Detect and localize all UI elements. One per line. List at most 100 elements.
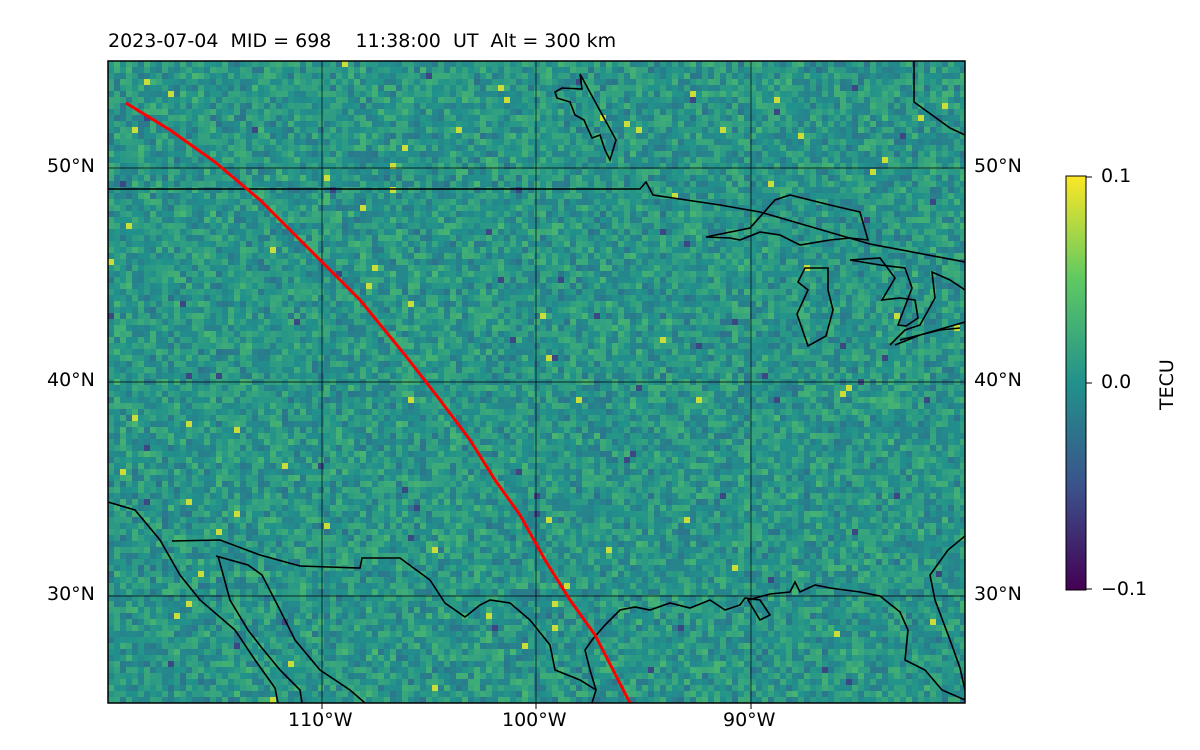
tec-pixel bbox=[624, 103, 630, 109]
tec-pixel bbox=[138, 193, 144, 199]
tec-pixel bbox=[396, 247, 402, 253]
tec-pixel bbox=[798, 67, 804, 73]
tec-pixel bbox=[114, 103, 120, 109]
tec-pixel bbox=[930, 187, 936, 193]
tec-pixel bbox=[654, 241, 660, 247]
tec-pixel bbox=[300, 133, 306, 139]
tec-pixel bbox=[900, 211, 906, 217]
tec-pixel bbox=[180, 145, 186, 151]
tec-pixel bbox=[258, 253, 264, 259]
tec-pixel bbox=[738, 103, 744, 109]
tec-pixel bbox=[594, 121, 600, 127]
tec-pixel bbox=[258, 67, 264, 73]
tec-pixel bbox=[474, 121, 480, 127]
tec-pixel bbox=[408, 247, 414, 253]
tec-pixel bbox=[150, 175, 156, 181]
tec-pixel bbox=[882, 181, 888, 187]
tec-pixel bbox=[444, 247, 450, 253]
tec-pixel bbox=[918, 145, 924, 151]
tec-pixel bbox=[252, 265, 258, 271]
tec-pixel bbox=[846, 181, 852, 187]
tec-pixel bbox=[324, 79, 330, 85]
tec-pixel bbox=[258, 115, 264, 121]
tec-pixel bbox=[654, 205, 660, 211]
tec-pixel bbox=[330, 139, 336, 145]
tec-pixel bbox=[768, 103, 774, 109]
tec-pixel bbox=[738, 175, 744, 181]
tec-pixel bbox=[468, 85, 474, 91]
tec-pixel bbox=[588, 229, 594, 235]
tec-pixel bbox=[384, 133, 390, 139]
tec-pixel bbox=[930, 85, 936, 91]
tec-pixel bbox=[918, 139, 924, 145]
tec-pixel bbox=[210, 133, 216, 139]
tec-pixel bbox=[132, 163, 138, 169]
tec-pixel bbox=[570, 187, 576, 193]
tec-pixel bbox=[468, 157, 474, 163]
tec-pixel bbox=[384, 91, 390, 97]
tec-pixel bbox=[480, 133, 486, 139]
tec-pixel bbox=[624, 223, 630, 229]
tec-pixel bbox=[576, 73, 582, 79]
tec-pixel bbox=[648, 229, 654, 235]
tec-pixel bbox=[348, 205, 354, 211]
tec-pixel bbox=[498, 181, 504, 187]
tec-pixel bbox=[474, 199, 480, 205]
tec-pixel bbox=[672, 235, 678, 241]
tec-pixel bbox=[486, 151, 492, 157]
tec-pixel bbox=[834, 235, 840, 241]
tec-pixel bbox=[642, 253, 648, 259]
tec-pixel bbox=[732, 121, 738, 127]
tec-pixel bbox=[162, 229, 168, 235]
tec-pixel bbox=[396, 175, 402, 181]
tec-pixel bbox=[258, 265, 264, 271]
tec-pixel bbox=[816, 253, 822, 259]
tec-pixel bbox=[810, 175, 816, 181]
tec-pixel bbox=[288, 253, 294, 259]
tec-pixel bbox=[702, 109, 708, 115]
tec-pixel bbox=[402, 109, 408, 115]
tec-pixel bbox=[486, 61, 492, 67]
tec-pixel bbox=[642, 223, 648, 229]
tec-pixel bbox=[816, 91, 822, 97]
tec-pixel bbox=[546, 91, 552, 97]
tec-pixel bbox=[822, 109, 828, 115]
tec-pixel bbox=[384, 163, 390, 169]
tec-pixel bbox=[690, 169, 696, 175]
tec-pixel bbox=[708, 73, 714, 79]
tec-pixel bbox=[252, 217, 258, 223]
tec-pixel bbox=[258, 211, 264, 217]
tec-pixel bbox=[342, 127, 348, 133]
tec-pixel bbox=[258, 127, 264, 133]
tec-pixel bbox=[798, 121, 804, 127]
tec-pixel bbox=[390, 247, 396, 253]
tec-pixel bbox=[252, 67, 258, 73]
tec-pixel bbox=[618, 211, 624, 217]
tec-pixel bbox=[936, 235, 942, 241]
tec-pixel bbox=[606, 157, 612, 163]
tec-pixel bbox=[474, 217, 480, 223]
tec-pixel bbox=[678, 109, 684, 115]
tec-pixel bbox=[480, 259, 486, 265]
tec-pixel bbox=[612, 199, 618, 205]
tec-pixel bbox=[144, 223, 150, 229]
tec-pixel bbox=[462, 193, 468, 199]
tec-pixel bbox=[690, 151, 696, 157]
tec-pixel bbox=[780, 181, 786, 187]
tec-pixel bbox=[168, 193, 174, 199]
tec-pixel bbox=[156, 217, 162, 223]
tec-pixel bbox=[282, 205, 288, 211]
tec-pixel bbox=[126, 145, 132, 151]
tec-pixel bbox=[816, 67, 822, 73]
tec-pixel bbox=[372, 79, 378, 85]
tec-pixel bbox=[318, 61, 324, 67]
tec-pixel bbox=[426, 145, 432, 151]
tec-pixel bbox=[906, 85, 912, 91]
tec-pixel bbox=[360, 193, 366, 199]
tec-pixel bbox=[624, 85, 630, 91]
tec-pixel bbox=[654, 169, 660, 175]
tec-pixel bbox=[138, 67, 144, 73]
tec-pixel bbox=[780, 115, 786, 121]
tec-pixel bbox=[846, 193, 852, 199]
tec-pixel bbox=[960, 175, 965, 181]
